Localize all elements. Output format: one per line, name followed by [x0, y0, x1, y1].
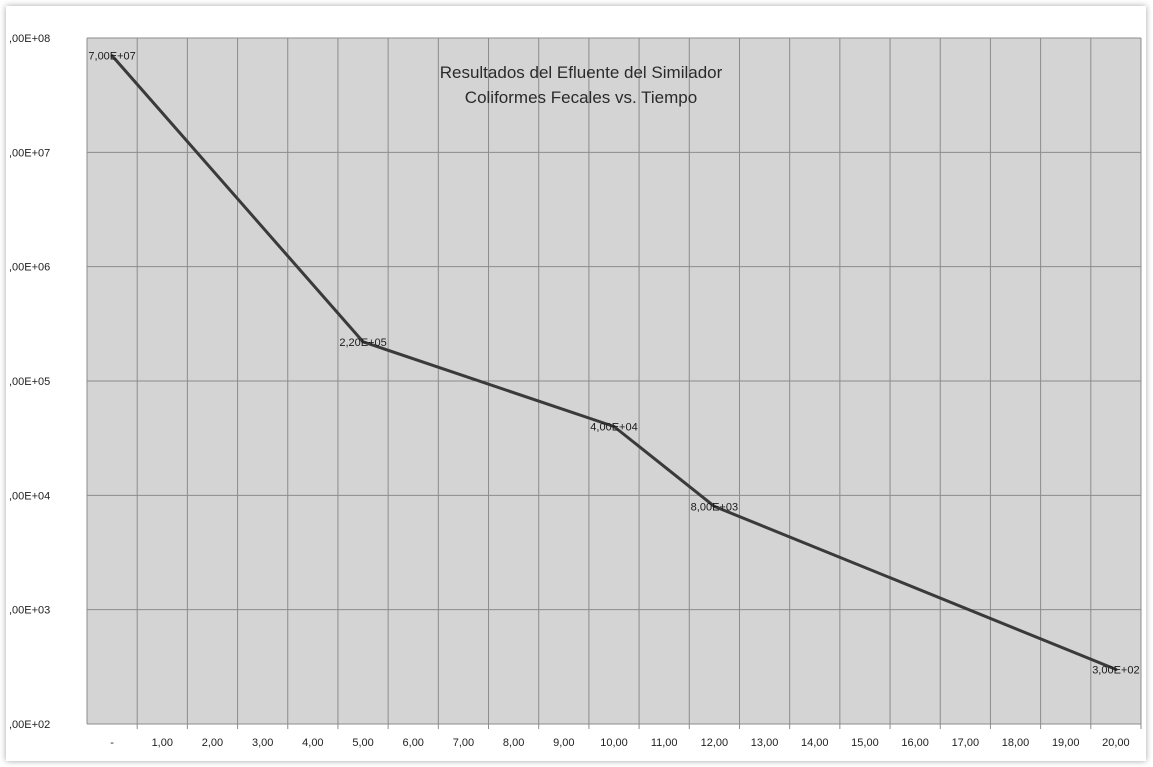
data-point [1114, 667, 1118, 671]
data-label: 7,00E+07 [88, 51, 135, 63]
y-tick-label: ,00E+05 [9, 376, 50, 388]
x-tick-label: 11,00 [651, 737, 678, 749]
chart-frame: 7,00E+07 2,20E+05 4,00E+04 8,00E+03 3,00E+02… [6, 6, 1146, 761]
data-point [712, 504, 716, 508]
x-tick-label: 6,00 [403, 737, 424, 749]
tick-labels: ,00E+08 ,00E+07 ,00E+06 ,00E+05 ,00E+04 ,00E+… [9, 33, 1130, 749]
x-tick-label: 14,00 [801, 737, 829, 749]
y-tick-label: ,00E+04 [9, 490, 50, 502]
y-tick-label: ,00E+02 [9, 719, 50, 731]
x-tick-label: 20,00 [1102, 737, 1130, 749]
x-tick-label: 18,00 [1002, 737, 1030, 749]
y-tick-label: ,00E+03 [9, 605, 50, 617]
x-tick-label: 10,00 [600, 737, 628, 749]
series-layer [110, 54, 1118, 671]
y-tick-label: ,00E+08 [9, 33, 50, 45]
data-point [612, 424, 616, 428]
x-tick-label: 4,00 [302, 737, 323, 749]
x-tick-label: 16,00 [901, 737, 929, 749]
x-tick-label: 5,00 [352, 737, 373, 749]
chart-svg: 7,00E+07 2,20E+05 4,00E+04 8,00E+03 3,00E+02… [9, 33, 1142, 749]
chart-title-line-2: Coliformes Fecales vs. Tiempo [465, 88, 697, 107]
y-tick-label: ,00E+07 [9, 147, 50, 159]
x-tick-label: 19,00 [1052, 737, 1080, 749]
x-tick-label: 13,00 [751, 737, 779, 749]
data-labels: 7,00E+07 2,20E+05 4,00E+04 8,00E+03 3,00E+02 [88, 51, 1139, 677]
x-tick-label: 15,00 [851, 737, 879, 749]
x-tick-label: 3,00 [252, 737, 273, 749]
data-label: 8,00E+03 [691, 501, 738, 513]
data-label: 4,00E+04 [590, 421, 637, 433]
data-point [110, 54, 114, 58]
chart-title-line-1: Resultados del Efluente del Similador [440, 63, 723, 82]
x-tick-label: 12,00 [701, 737, 729, 749]
x-tick-label: - [110, 737, 114, 749]
gridlines [86, 37, 1142, 729]
data-label: 3,00E+02 [1092, 664, 1139, 676]
x-tick-label: 2,00 [202, 737, 223, 749]
data-point [361, 340, 365, 344]
data-label: 2,20E+05 [339, 337, 386, 349]
y-tick-label: ,00E+06 [9, 262, 50, 274]
x-tick-label: 9,00 [553, 737, 574, 749]
x-tick-label: 17,00 [952, 737, 980, 749]
x-tick-label: 7,00 [453, 737, 474, 749]
x-tick-label: 8,00 [503, 737, 524, 749]
x-tick-label: 1,00 [152, 737, 173, 749]
